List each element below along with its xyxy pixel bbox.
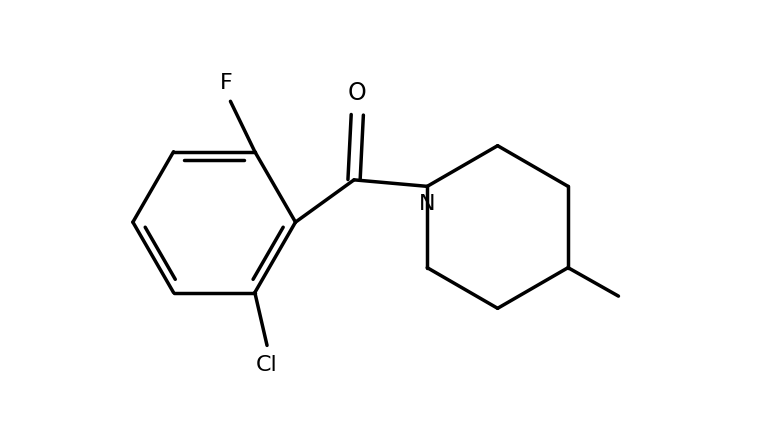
Text: O: O: [348, 81, 366, 105]
Text: Cl: Cl: [256, 355, 278, 375]
Text: N: N: [419, 194, 436, 214]
Text: F: F: [220, 73, 233, 93]
